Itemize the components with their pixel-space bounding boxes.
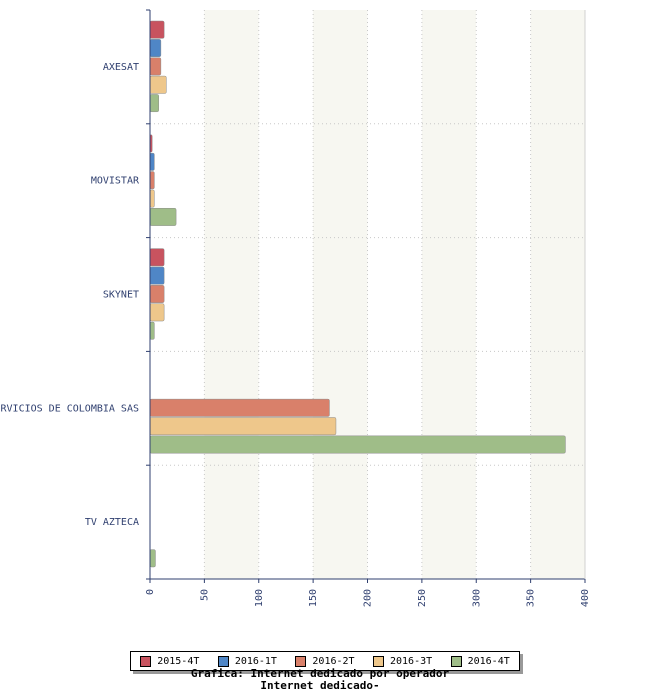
legend-swatch	[217, 655, 229, 667]
legend: 2015-4T 2016-1T 2016-2T 2016-3T 2016-4T	[130, 651, 520, 671]
plot-band	[476, 10, 531, 579]
legend-item: 2015-4T	[140, 655, 200, 667]
bar-2016-3T-AXESAT	[149, 75, 167, 94]
category-label: AXESAT	[103, 62, 139, 73]
bar-2015-4T-AXESAT	[149, 20, 165, 39]
plot-band	[367, 10, 422, 579]
x-tick-label: 150	[308, 589, 319, 607]
chart-caption: Grafica: Internet dedicado por operador …	[0, 668, 640, 692]
legend-swatch	[140, 655, 152, 667]
legend-item: 2016-4T	[450, 655, 510, 667]
bar-2016-2T-AXESAT	[149, 57, 162, 76]
plot-band	[421, 10, 477, 579]
x-tick-label: 0	[145, 589, 156, 595]
bars	[149, 20, 566, 568]
x-tick-label: 100	[254, 589, 265, 607]
legend-label: 2016-4T	[467, 655, 510, 667]
bar-2016-4T-MOVISTAR	[149, 207, 177, 226]
bar-2016-4T-RVICIOS DE COLOMBIA SAS	[149, 435, 566, 454]
plot-band	[313, 10, 368, 579]
chart-subtitle: Internet dedicado-	[260, 679, 380, 692]
legend-label: 2015-4T	[157, 655, 200, 667]
legend-item: 2016-3T	[373, 655, 433, 667]
bar-2016-2T-RVICIOS DE COLOMBIA SAS	[149, 398, 330, 417]
x-tick-label: 350	[526, 589, 537, 607]
legend-swatch	[373, 655, 384, 667]
legend-item: 2016-2T	[295, 655, 355, 667]
bar-2016-4T-AXESAT	[149, 94, 159, 113]
bar-2016-4T-SKYNET	[149, 321, 155, 340]
bar-2016-2T-SKYNET	[149, 285, 165, 303]
plot-band	[530, 10, 585, 579]
bar-2016-2T-MOVISTAR	[149, 171, 155, 190]
legend-label: 2016-3T	[390, 655, 433, 667]
plot-band	[204, 10, 259, 579]
legend-label: 2016-2T	[312, 655, 355, 667]
legend-item: 2016-1T	[217, 655, 277, 667]
bar-2016-1T-SKYNET	[149, 266, 165, 285]
category-label: MOVISTAR	[91, 176, 140, 187]
category-label: RVICIOS DE COLOMBIA SAS	[1, 403, 139, 414]
category-labels: AXESAT MOVISTAR SKYNET RVICIOS DE COLOMBIA …	[1, 62, 140, 528]
category-label: TV AZTECA	[85, 517, 139, 528]
bar-2016-4T-TV AZTECA	[149, 549, 156, 568]
x-tick-label: 200	[363, 589, 374, 607]
chart-title: Grafica: Internet dedicado por operador	[190, 667, 450, 680]
legend-swatch	[295, 655, 307, 667]
category-label: SKYNET	[103, 290, 139, 301]
x-tick-label: 50	[199, 589, 210, 601]
x-tick-label: 400	[580, 589, 591, 607]
plot-bands	[150, 10, 585, 579]
legend-swatch	[450, 655, 462, 667]
bar-2016-3T-RVICIOS DE COLOMBIA SAS	[149, 417, 337, 436]
bar-chart: 0 50 100 150 200 250 300 350 400 AXESAT MOVISTAR S…	[1, 9, 591, 607]
axes	[146, 9, 586, 583]
x-tick-label: 250	[417, 589, 428, 607]
legend-label: 2016-1T	[234, 655, 277, 667]
x-tick-label: 300	[471, 589, 482, 607]
bar-2016-3T-MOVISTAR	[149, 189, 155, 208]
bar-2016-3T-SKYNET	[149, 303, 165, 322]
bar-2016-1T-MOVISTAR	[149, 152, 155, 171]
bar-2015-4T-SKYNET	[149, 248, 165, 267]
plot-band	[258, 10, 314, 579]
bar-2016-1T-AXESAT	[149, 39, 162, 57]
tick-labels: 0 50 100 150 200 250 300 350 400	[145, 589, 591, 607]
